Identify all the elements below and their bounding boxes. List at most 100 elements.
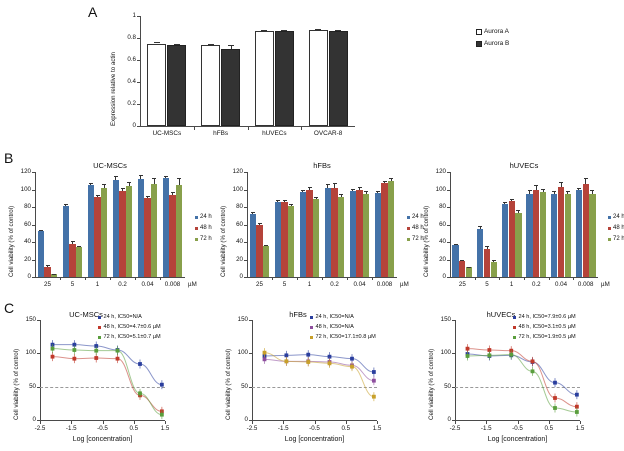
panel-b-error-cap: [170, 192, 175, 194]
panel-b-x-unit: µM: [601, 281, 610, 288]
panel-b-error-cap: [467, 266, 472, 268]
panel-a-x-axis: [140, 126, 355, 127]
panel-b-y-tick-label: 120: [232, 168, 243, 175]
panel-b-y-tick-label: 20: [24, 255, 31, 263]
panel-c-x-tick: [314, 421, 316, 424]
panel-b-error-cap: [478, 226, 483, 228]
panel-b-error-cap: [38, 229, 43, 231]
panel-b-y-tick-label: 40: [24, 238, 31, 245]
panel-b-error-cap: [576, 187, 581, 189]
panel-b-error-cap: [565, 191, 570, 193]
panel-b-error-cap: [325, 184, 330, 186]
panel-b-y-tick: [244, 277, 247, 278]
panel-a-x-tick-label: OVCAR-8: [313, 130, 343, 137]
panel-b-x-tick-label: 1: [95, 281, 100, 288]
panel-b-bar: [69, 243, 76, 277]
panel-b-legend-item: 24 h: [407, 214, 424, 220]
panel-c-x-tick-label: 0.5: [341, 425, 351, 432]
panel-c-ic50-legend-label: 48 h, IC50=4.7±0.6 µM: [103, 324, 161, 330]
panel-a-legend-swatch-aurora-a: [476, 28, 482, 35]
panel-c-x-tick: [377, 421, 378, 424]
panel-b-error-cap: [552, 191, 557, 193]
panel-b-error-bar: [115, 176, 117, 180]
panel-b-legend-label: 24 h: [412, 214, 424, 220]
panel-c-x-axis-title: Log [concentration]: [487, 436, 548, 443]
panel-b-error-bar: [390, 178, 392, 181]
panel-b-x-tick-label: 0.2: [330, 281, 339, 288]
panel-c-x-tick-label: 1.5: [372, 425, 382, 432]
panel-b-error-bar: [553, 191, 555, 194]
panel-b-y-tick-label: 40: [236, 238, 243, 245]
panel-b-x-tick-label: 0.2: [118, 281, 127, 288]
panel-b-legend-item: 48 h: [608, 225, 624, 231]
panel-a-x-tick: [193, 127, 195, 130]
panel-b-error-cap: [350, 188, 355, 190]
panel-b-x-tick-label: 0.04: [554, 281, 568, 288]
panel-c-ic50-legend-item: 72 h, IC50=1.9±0.5 µM: [513, 334, 576, 340]
panel-c-y-tick: [452, 420, 455, 421]
panel-b-error-bar: [165, 175, 167, 179]
panel-a-y-tick: [137, 126, 140, 127]
panel-b-y-tick: [447, 189, 450, 191]
panel-b-x-tick: [160, 278, 161, 280]
panel-b-error-cap: [339, 193, 344, 195]
panel-b-legend-item: 72 h: [608, 236, 624, 242]
panel-b-error-cap: [250, 212, 255, 214]
panel-b-error-cap: [145, 195, 150, 197]
panel-b-error-cap: [289, 204, 294, 206]
panel-b-error-cap: [163, 175, 168, 177]
panel-c-x-axis-title: Log [concentration]: [284, 436, 345, 443]
panel-b-legend-label: 24 h: [613, 214, 624, 220]
panel-b-y-tick-label: 40: [439, 238, 446, 245]
panel-c-x-tick: [71, 421, 73, 424]
panel-b-error-cap: [152, 178, 157, 180]
panel-b-error-cap: [460, 259, 465, 261]
panel-b-y-tick: [32, 277, 35, 278]
panel-b-chart-title: hFBs: [313, 161, 331, 170]
panel-b-bar: [533, 189, 540, 277]
panel-c-x-tick: [102, 421, 104, 424]
panel-b-error-cap: [282, 200, 287, 201]
panel-b-error-cap: [485, 246, 489, 248]
panel-b-bar: [466, 267, 473, 277]
panel-b-x-tick: [135, 278, 136, 280]
panel-b-error-cap: [307, 186, 312, 188]
panel-a-bar: [147, 43, 167, 126]
panel-b-error-bar: [567, 191, 569, 194]
panel-c-legend-swatch: [513, 325, 516, 329]
panel-b-y-axis: [450, 172, 451, 277]
panel-b-x-tick: [85, 278, 86, 280]
panel-b-y-tick: [32, 224, 35, 226]
panel-b-chart-title: hUVECs: [509, 161, 539, 170]
panel-b-bar: [101, 187, 108, 277]
panel-c-legend-swatch: [513, 315, 516, 319]
panel-b-error-bar: [517, 209, 519, 214]
panel-b-y-axis: [247, 172, 248, 277]
panel-a-bar: [274, 31, 294, 126]
panel-a-x-tick-label: UC-MSCs: [152, 130, 182, 137]
panel-b-error-cap: [77, 245, 82, 247]
panel-a-legend-label: Aurora B: [484, 40, 510, 47]
panel-b-error-cap: [314, 197, 319, 199]
panel-b-error-bar: [302, 189, 304, 193]
panel-b-y-tick: [32, 189, 35, 191]
panel-c-ic50-reference-line: [252, 386, 377, 388]
panel-b-x-tick-label: 0.04: [141, 281, 154, 288]
panel-b-x-axis: [247, 277, 397, 278]
panel-a-x-tick: [247, 127, 249, 130]
panel-b-error-bar: [359, 186, 360, 190]
panel-c-curve: [52, 356, 162, 412]
panel-b-y-tick-label: 80: [439, 203, 446, 210]
panel-b-y-tick-label: 120: [20, 168, 31, 175]
panel-b-bar: [263, 246, 270, 277]
panel-b-bar: [112, 179, 119, 277]
panel-c-y-tick: [452, 353, 455, 355]
panel-a-error-cap: [335, 30, 342, 32]
panel-b-bar: [162, 178, 169, 277]
panel-b-x-tick-label: 0.008: [164, 281, 181, 288]
panel-c-x-tick: [486, 421, 488, 424]
panel-b-bar: [540, 192, 547, 277]
panel-b-error-bar: [147, 195, 148, 199]
panel-b-error-cap: [516, 209, 521, 211]
